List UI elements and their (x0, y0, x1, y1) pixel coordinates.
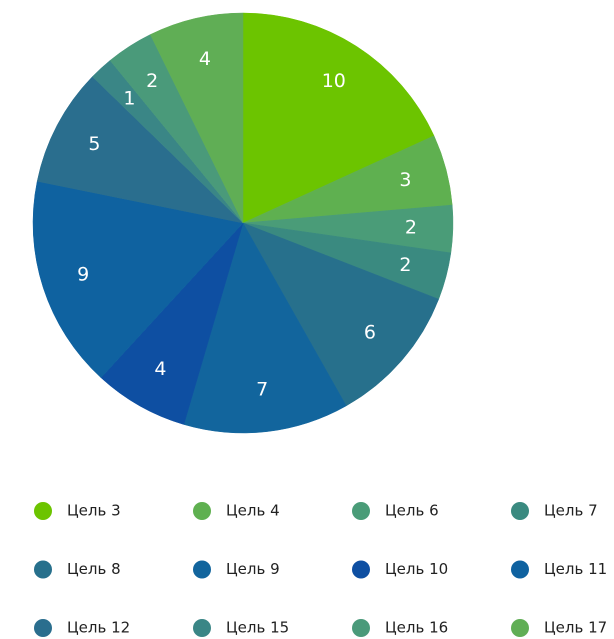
slice-label: 5 (88, 133, 100, 155)
pie-slice (242, 222, 440, 407)
legend-marker (34, 619, 52, 637)
slice-label: 4 (154, 358, 166, 380)
slice-label: 10 (322, 70, 346, 92)
legend-marker (352, 502, 370, 520)
legend-marker (511, 502, 529, 520)
legend-label: Цель 11 (544, 560, 607, 578)
slice-label: 6 (364, 322, 376, 344)
legend-marker (352, 560, 370, 579)
legend-marker (352, 619, 370, 637)
slice-label: 3 (399, 169, 411, 191)
slice-label: 1 (123, 88, 135, 110)
legend-label: Цель 4 (226, 502, 280, 520)
legend-label: Цель 17 (544, 619, 607, 637)
pie-slice (242, 12, 435, 224)
slice-label: 2 (146, 70, 158, 92)
legend-label: Цель 7 (544, 502, 598, 520)
legend-label: Цель 6 (385, 502, 439, 520)
legend-marker (193, 502, 211, 520)
legend-label: Цель 15 (226, 619, 289, 637)
slice-label: 9 (77, 263, 89, 285)
legend-marker (193, 619, 211, 637)
legend-marker (34, 502, 52, 520)
legend-marker (511, 560, 529, 579)
legend-marker (511, 619, 529, 637)
slice-label: 2 (399, 254, 411, 276)
legend-marker (34, 560, 52, 579)
pie-slice (183, 222, 347, 434)
legend-label: Цель 12 (67, 619, 130, 637)
legend-label: Цель 3 (67, 502, 121, 520)
pie-slice (36, 76, 244, 224)
pie-slice (32, 181, 244, 379)
slice-label: 7 (256, 378, 268, 400)
legend-label: Цель 9 (226, 560, 280, 578)
legend-label: Цель 16 (385, 619, 448, 637)
slice-label: 2 (405, 216, 417, 238)
legend-label: Цель 10 (385, 560, 448, 578)
legend-label: Цель 8 (67, 560, 121, 578)
legend-marker (193, 560, 211, 579)
slice-label: 4 (199, 48, 211, 70)
pie-slice (150, 12, 244, 224)
